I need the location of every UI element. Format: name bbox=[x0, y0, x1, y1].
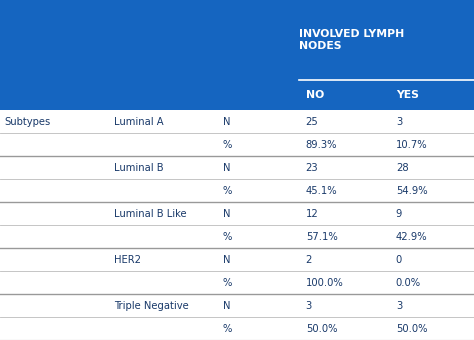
Text: 89.3%: 89.3% bbox=[306, 140, 337, 150]
Text: YES: YES bbox=[396, 90, 419, 100]
FancyBboxPatch shape bbox=[0, 180, 474, 202]
Text: Triple Negative: Triple Negative bbox=[114, 301, 189, 310]
Text: 57.1%: 57.1% bbox=[306, 232, 337, 242]
Text: %: % bbox=[223, 278, 232, 288]
Text: 28: 28 bbox=[396, 163, 409, 173]
FancyBboxPatch shape bbox=[0, 202, 474, 225]
Text: 3: 3 bbox=[306, 301, 312, 310]
Text: 0.0%: 0.0% bbox=[396, 278, 421, 288]
FancyBboxPatch shape bbox=[0, 110, 474, 133]
Text: %: % bbox=[223, 140, 232, 150]
FancyBboxPatch shape bbox=[0, 317, 474, 340]
Text: 10.7%: 10.7% bbox=[396, 140, 428, 150]
FancyBboxPatch shape bbox=[0, 294, 474, 317]
FancyBboxPatch shape bbox=[0, 156, 474, 180]
Text: 50.0%: 50.0% bbox=[396, 324, 427, 334]
Text: 42.9%: 42.9% bbox=[396, 232, 428, 242]
Text: 12: 12 bbox=[306, 209, 319, 219]
Text: 2: 2 bbox=[306, 255, 312, 265]
Text: %: % bbox=[223, 324, 232, 334]
Text: 23: 23 bbox=[306, 163, 319, 173]
Text: INVOLVED LYMPH
NODES: INVOLVED LYMPH NODES bbox=[299, 29, 404, 51]
Text: N: N bbox=[223, 117, 230, 127]
Text: 3: 3 bbox=[396, 301, 402, 310]
Text: 25: 25 bbox=[306, 117, 319, 127]
Text: 45.1%: 45.1% bbox=[306, 186, 337, 196]
FancyBboxPatch shape bbox=[0, 271, 474, 294]
Text: N: N bbox=[223, 163, 230, 173]
Text: N: N bbox=[223, 255, 230, 265]
Text: 0: 0 bbox=[396, 255, 402, 265]
Text: NO: NO bbox=[306, 90, 324, 100]
FancyBboxPatch shape bbox=[0, 133, 474, 156]
FancyBboxPatch shape bbox=[0, 80, 474, 110]
Text: Luminal A: Luminal A bbox=[114, 117, 164, 127]
Text: Subtypes: Subtypes bbox=[5, 117, 51, 127]
Text: %: % bbox=[223, 232, 232, 242]
Text: 9: 9 bbox=[396, 209, 402, 219]
Text: N: N bbox=[223, 209, 230, 219]
Text: 50.0%: 50.0% bbox=[306, 324, 337, 334]
FancyBboxPatch shape bbox=[0, 0, 474, 80]
Text: Luminal B: Luminal B bbox=[114, 163, 164, 173]
Text: %: % bbox=[223, 186, 232, 196]
FancyBboxPatch shape bbox=[0, 225, 474, 248]
Text: 54.9%: 54.9% bbox=[396, 186, 428, 196]
Text: HER2: HER2 bbox=[114, 255, 141, 265]
Text: Luminal B Like: Luminal B Like bbox=[114, 209, 186, 219]
FancyBboxPatch shape bbox=[0, 248, 474, 271]
Text: 100.0%: 100.0% bbox=[306, 278, 344, 288]
Text: N: N bbox=[223, 301, 230, 310]
Text: 3: 3 bbox=[396, 117, 402, 127]
